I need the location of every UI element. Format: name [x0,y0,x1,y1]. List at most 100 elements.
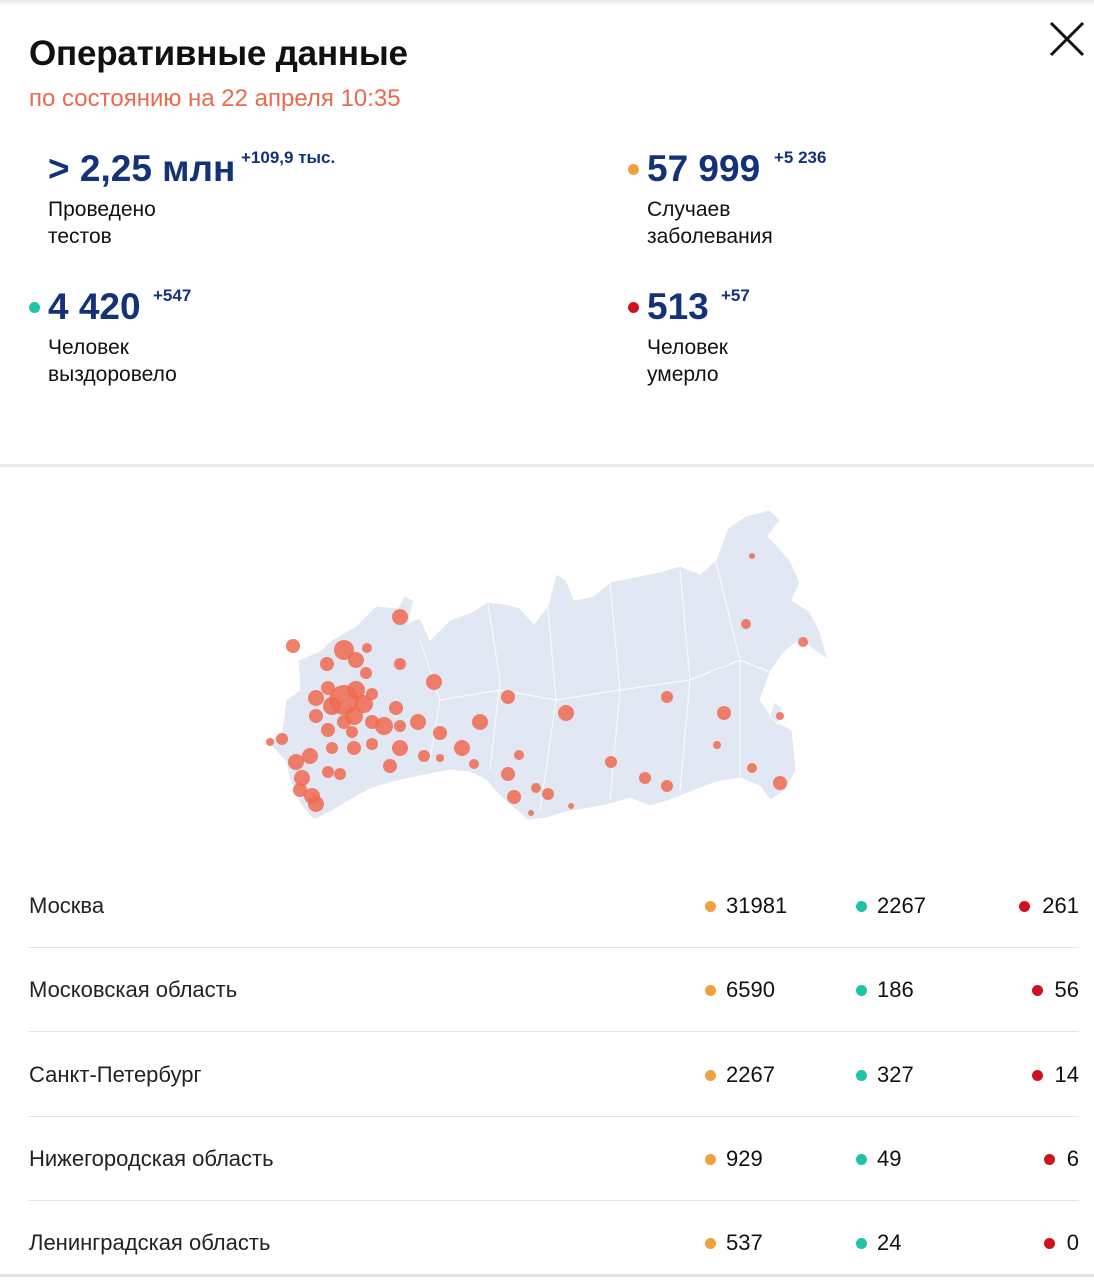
map-marker[interactable] [293,783,307,797]
map-marker[interactable] [366,688,378,700]
map-marker[interactable] [741,619,751,629]
region-deaths: 6 [1066,1145,1079,1171]
map-marker[interactable] [348,652,364,668]
map-marker[interactable] [394,658,406,670]
map-marker[interactable] [286,639,300,653]
map-marker[interactable] [717,706,731,720]
stat-tests-value: > 2,25 млн [48,148,236,189]
stat-recovered-label: Человек выздоровело [48,336,177,386]
map-marker[interactable] [323,697,341,715]
map-marker[interactable] [531,783,541,793]
map-marker[interactable] [747,763,757,773]
map-marker[interactable] [542,788,554,800]
map-marker[interactable] [294,770,310,786]
close-icon[interactable] [1046,18,1088,60]
stat-deaths-label: Человек умерло [647,336,728,386]
stat-deaths-delta: +57 [721,286,750,305]
map-marker[interactable] [266,738,274,746]
map-marker[interactable] [392,740,408,756]
region-name: Московская область [29,977,238,1003]
map-marker[interactable] [507,790,521,804]
top-shadow [0,0,1094,6]
map-marker[interactable] [773,776,787,790]
map-marker[interactable] [514,750,524,760]
russia-map[interactable] [250,500,850,840]
recovered-dot-icon [856,901,867,912]
map-marker[interactable] [713,741,721,749]
map-marker[interactable] [472,714,488,730]
map-marker[interactable] [568,803,574,809]
map-marker[interactable] [383,759,397,773]
map-marker[interactable] [418,750,430,762]
region-cases: 929 [726,1145,763,1171]
region-deaths: 14 [1054,1061,1079,1087]
row-divider [29,947,1079,948]
map-marker[interactable] [410,714,426,730]
map-marker[interactable] [276,733,288,745]
map-marker[interactable] [334,768,346,780]
cases-dot-icon [705,1069,716,1081]
map-marker[interactable] [355,695,373,713]
recovered-dot-icon [856,1153,867,1165]
region-recovered: 49 [877,1145,902,1171]
table-row[interactable]: Москва 31981 2267 261 [29,864,1079,948]
map-marker[interactable] [362,643,372,653]
stat-tests-label: Проведено тестов [48,198,156,248]
map-marker[interactable] [454,740,470,756]
map-marker[interactable] [776,712,784,720]
map-marker[interactable] [346,726,358,738]
region-deaths: 0 [1066,1230,1079,1256]
row-divider [29,1199,1079,1201]
map-marker[interactable] [661,691,673,703]
map-marker[interactable] [337,715,351,729]
stat-recovered-value: 4 420 [48,286,141,327]
region-name: Нижегородская область [29,1145,274,1171]
region-cases: 6590 [726,977,775,1003]
map-marker[interactable] [558,705,574,721]
row-divider [29,1115,1079,1117]
map-marker[interactable] [798,637,808,647]
stat-deaths-value: 513 [647,286,709,327]
map-marker[interactable] [433,726,447,740]
map-marker[interactable] [426,674,442,690]
map-marker[interactable] [320,657,334,671]
region-recovered: 327 [877,1061,914,1087]
map-marker[interactable] [288,754,304,770]
table-row[interactable]: Нижегородская область 929 49 6 [29,1117,1079,1201]
map-marker[interactable] [360,667,372,679]
map-marker[interactable] [605,756,617,768]
map-marker[interactable] [347,681,365,699]
map-marker[interactable] [309,709,323,723]
map-marker[interactable] [326,742,338,754]
map-marker[interactable] [639,772,651,784]
map-marker[interactable] [749,553,755,559]
map-marker[interactable] [334,640,354,660]
map-marker[interactable] [302,748,318,764]
map-marker[interactable] [661,780,673,792]
table-row[interactable]: Ленинградская область 537 24 0 [29,1201,1079,1285]
map-marker[interactable] [366,738,378,750]
map-marker[interactable] [322,766,334,778]
map-marker[interactable] [501,767,515,781]
map-marker[interactable] [501,690,515,704]
map-marker[interactable] [392,609,408,625]
map-markers [266,553,808,816]
table-row[interactable]: Санкт-Петербург 2267 327 14 [29,1033,1079,1117]
table-row[interactable]: Московская область 6590 186 56 [29,948,1079,1033]
map-marker[interactable] [528,810,534,816]
cases-dot-icon [705,901,716,912]
map-marker[interactable] [321,723,335,737]
recovered-dot-icon [29,302,40,313]
map-marker[interactable] [375,717,393,735]
map-marker[interactable] [347,741,361,755]
map-region-borders [419,561,771,813]
map-marker[interactable] [389,701,403,715]
map-marker[interactable] [308,796,324,812]
map-marker[interactable] [308,690,324,706]
map-marker[interactable] [394,720,406,732]
page-subtitle: по состоянию на 22 апреля 10:35 [29,85,401,112]
map-marker[interactable] [436,754,444,762]
deaths-dot-icon [1043,1153,1055,1165]
map-marker[interactable] [321,681,335,695]
map-marker[interactable] [469,759,479,769]
